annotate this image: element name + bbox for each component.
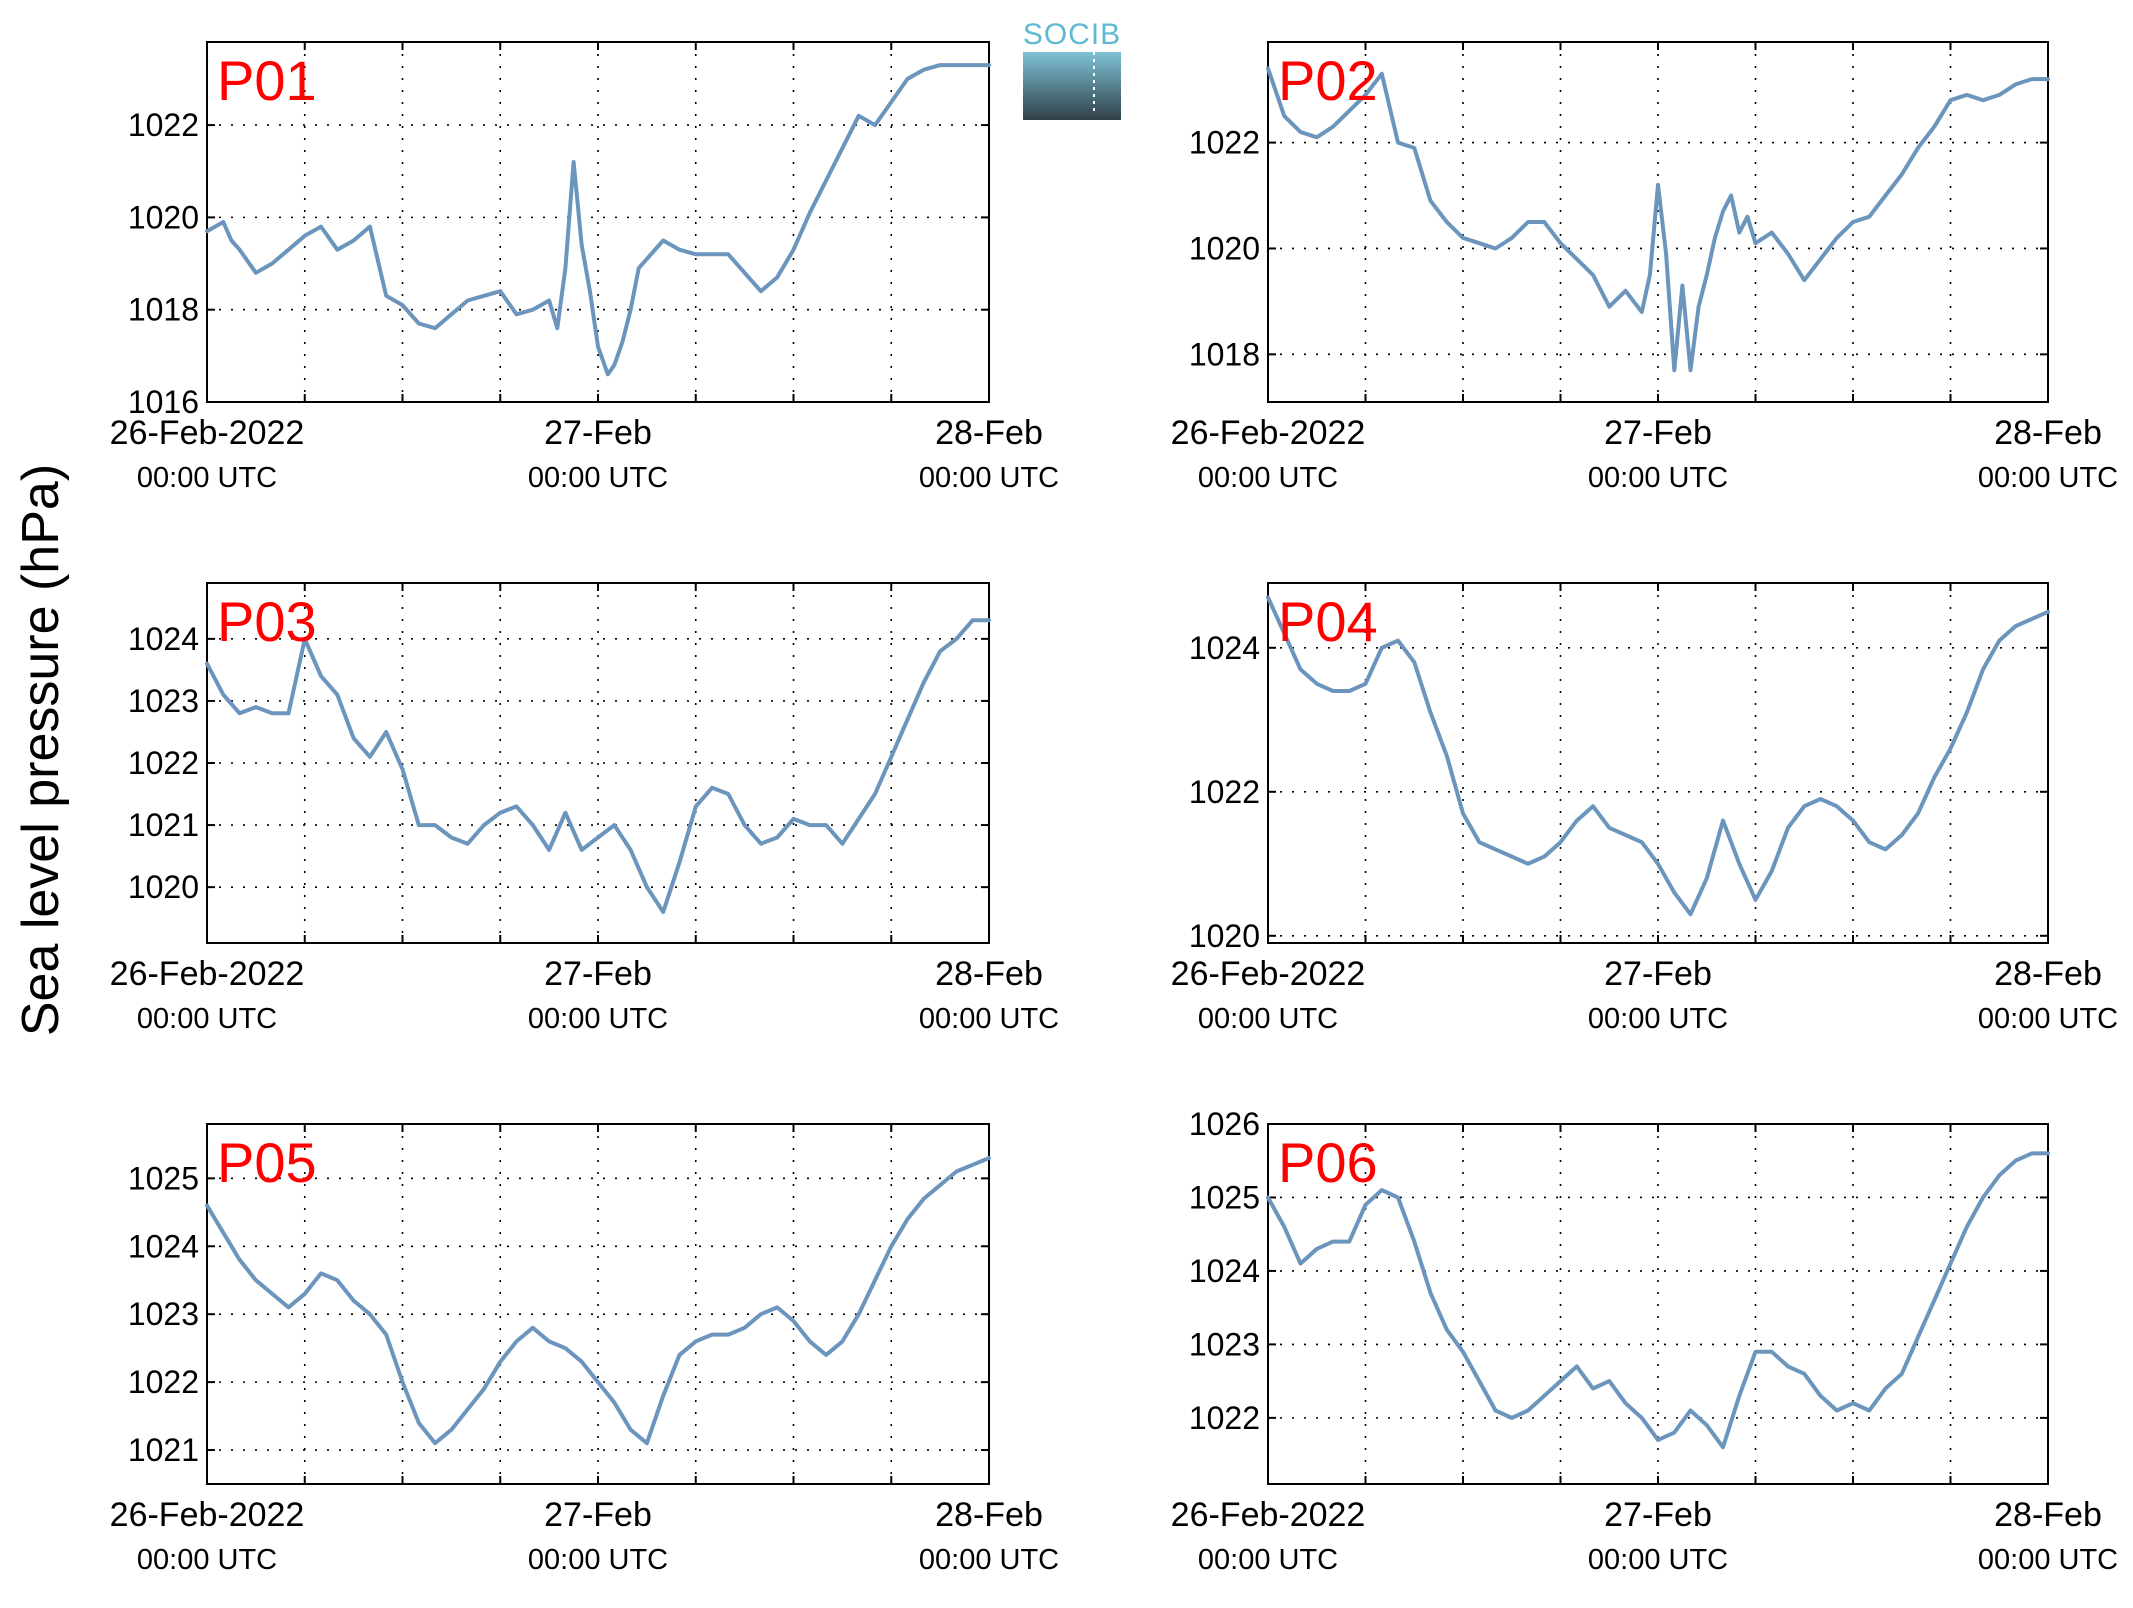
socib-logo: SOCIB xyxy=(1023,18,1121,120)
x-tick-date-label: 27-Feb xyxy=(1604,1496,1712,1534)
x-tick-time-label: 00:00 UTC xyxy=(137,1544,277,1576)
series-line xyxy=(205,63,991,377)
x-tick-date-label: 28-Feb xyxy=(1994,1496,2102,1534)
x-tick-time-label: 00:00 UTC xyxy=(1198,462,1338,494)
x-tick-time-label: 00:00 UTC xyxy=(1588,462,1728,494)
panel-label: P04 xyxy=(1278,590,1378,653)
y-tick-label: 1023 xyxy=(128,1296,199,1332)
x-tick-time-label: 00:00 UTC xyxy=(137,462,277,494)
panel-label: P02 xyxy=(1278,49,1378,112)
y-tick-label: 1022 xyxy=(128,745,199,781)
y-tick-label: 1025 xyxy=(1189,1179,1260,1215)
series-line xyxy=(1266,595,2050,917)
x-tick-date-label: 27-Feb xyxy=(544,955,652,993)
chart-panel-5: 1021 1022 1023 1024 1025 26-Feb-2022 00:00 UTC… xyxy=(110,1123,1059,1576)
panel-label: P05 xyxy=(217,1131,317,1194)
x-tick-time-label: 00:00 UTC xyxy=(528,462,668,494)
series-line xyxy=(1266,66,2050,373)
y-tick-label: 1023 xyxy=(1189,1326,1260,1362)
y-tick-label: 1022 xyxy=(128,1364,199,1400)
y-tick-label: 1021 xyxy=(128,807,199,843)
x-tick-time-label: 00:00 UTC xyxy=(1978,1544,2118,1576)
y-tick-label: 1024 xyxy=(128,621,199,657)
x-tick-time-label: 00:00 UTC xyxy=(1588,1544,1728,1576)
x-tick-time-label: 00:00 UTC xyxy=(919,462,1059,494)
y-tick-label: 1018 xyxy=(1189,336,1260,372)
y-tick-label: 1022 xyxy=(1189,125,1260,161)
panel-label: P01 xyxy=(217,49,317,112)
y-tick-label: 1026 xyxy=(1189,1106,1260,1142)
socib-logo-band xyxy=(1023,52,1121,120)
x-tick-date-label: 26-Feb-2022 xyxy=(110,414,305,452)
x-tick-date-label: 26-Feb-2022 xyxy=(1171,1496,1366,1534)
panel-label: P06 xyxy=(1278,1131,1378,1194)
y-tick-label: 1020 xyxy=(1189,918,1260,954)
y-tick-label: 1022 xyxy=(128,107,199,143)
chart-panel-6: 1022 1023 1024 1025 1026 26-Feb-2022 00:00 UTC… xyxy=(1171,1106,2118,1576)
y-tick-label: 1024 xyxy=(128,1228,199,1264)
x-tick-date-label: 26-Feb-2022 xyxy=(110,955,305,993)
y-tick-label: 1020 xyxy=(128,869,199,905)
x-tick-date-label: 28-Feb xyxy=(935,414,1043,452)
x-tick-time-label: 00:00 UTC xyxy=(1978,462,2118,494)
x-tick-date-label: 26-Feb-2022 xyxy=(1171,414,1366,452)
chart-panels: 1016 1018 1020 1022 26-Feb-2022 00:00 UTC 27-F… xyxy=(110,41,2118,1576)
x-tick-time-label: 00:00 UTC xyxy=(137,1003,277,1035)
x-tick-date-label: 28-Feb xyxy=(935,1496,1043,1534)
series-line xyxy=(1266,1151,2050,1450)
chart-panel-4: 1020 1022 1024 26-Feb-2022 00:00 UTC 27-Feb 00… xyxy=(1171,582,2118,1035)
x-tick-date-label: 26-Feb-2022 xyxy=(110,1496,305,1534)
x-tick-date-label: 26-Feb-2022 xyxy=(1171,955,1366,993)
y-tick-label: 1023 xyxy=(128,683,199,719)
x-tick-time-label: 00:00 UTC xyxy=(1198,1003,1338,1035)
x-tick-time-label: 00:00 UTC xyxy=(919,1003,1059,1035)
x-tick-date-label: 28-Feb xyxy=(1994,955,2102,993)
socib-logo-text: SOCIB xyxy=(1023,18,1121,51)
y-tick-label: 1022 xyxy=(1189,1400,1260,1436)
x-tick-time-label: 00:00 UTC xyxy=(528,1003,668,1035)
y-tick-label: 1016 xyxy=(128,384,199,420)
panel-label: P03 xyxy=(217,590,317,653)
x-tick-date-label: 27-Feb xyxy=(544,1496,652,1534)
x-tick-date-label: 27-Feb xyxy=(1604,414,1712,452)
y-tick-label: 1025 xyxy=(128,1160,199,1196)
x-tick-date-label: 28-Feb xyxy=(1994,414,2102,452)
x-tick-time-label: 00:00 UTC xyxy=(528,1544,668,1576)
chart-panel-1: 1016 1018 1020 1022 26-Feb-2022 00:00 UTC 27-F… xyxy=(110,41,1059,494)
x-tick-time-label: 00:00 UTC xyxy=(919,1544,1059,1576)
x-tick-date-label: 27-Feb xyxy=(544,414,652,452)
y-tick-label: 1021 xyxy=(128,1432,199,1468)
series-line xyxy=(205,618,991,914)
y-tick-label: 1024 xyxy=(1189,1253,1260,1289)
y-tick-label: 1020 xyxy=(128,199,199,235)
x-tick-date-label: 28-Feb xyxy=(935,955,1043,993)
y-tick-label: 1018 xyxy=(128,292,199,328)
y-tick-label: 1024 xyxy=(1189,630,1260,666)
y-tick-label: 1022 xyxy=(1189,774,1260,810)
y-axis-label: Sea level pressure (hPa) xyxy=(12,464,70,1036)
x-tick-time-label: 00:00 UTC xyxy=(1978,1003,2118,1035)
series-line xyxy=(205,1156,991,1446)
x-tick-time-label: 00:00 UTC xyxy=(1198,1544,1338,1576)
chart-panel-3: 1020 1021 1022 1023 1024 26-Feb-2022 00:00 UTC… xyxy=(110,582,1059,1035)
y-tick-label: 1020 xyxy=(1189,230,1260,266)
x-tick-time-label: 00:00 UTC xyxy=(1588,1003,1728,1035)
chart-panel-2: 1018 1020 1022 26-Feb-2022 00:00 UTC 27-Feb 00… xyxy=(1171,41,2118,494)
x-tick-date-label: 27-Feb xyxy=(1604,955,1712,993)
